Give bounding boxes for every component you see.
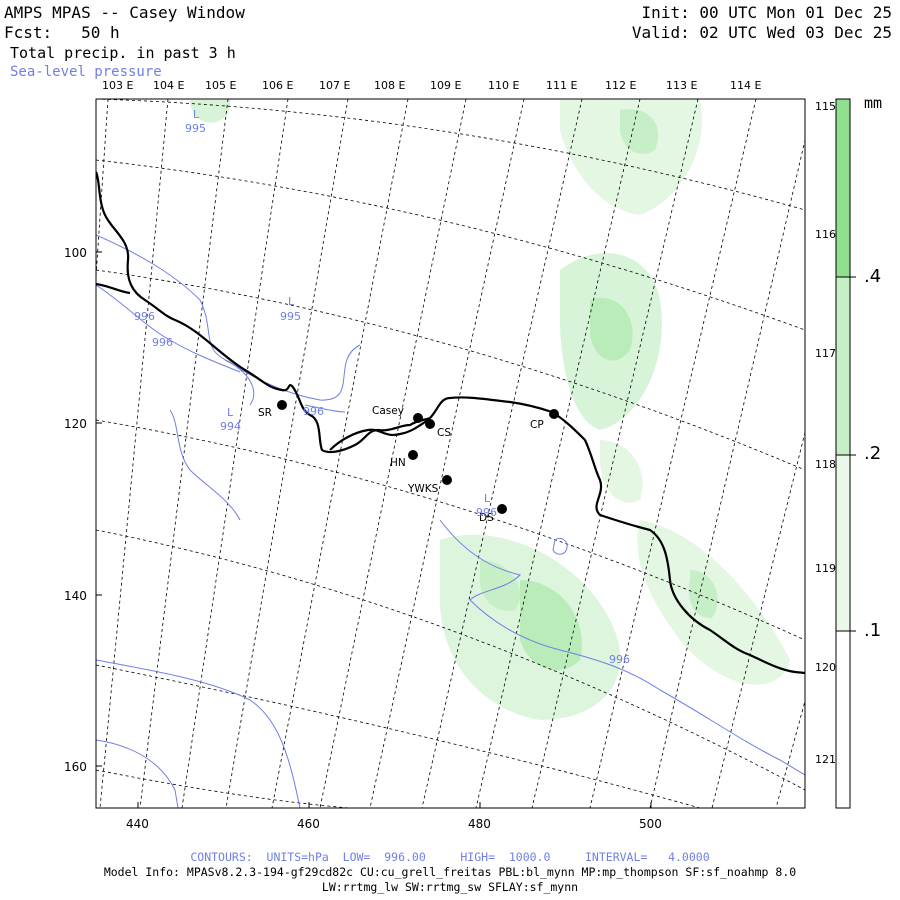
low-marker: L <box>484 492 491 505</box>
precip-shading <box>190 100 790 720</box>
slp-contours <box>96 234 805 808</box>
contour-field-name: Sea-level pressure <box>10 64 162 80</box>
low-marker: L <box>227 406 234 419</box>
lon-label: 107 E <box>319 79 350 92</box>
station-label-cs: CS <box>437 427 451 439</box>
y-tick-labels: 100 120 140 160 <box>64 246 87 774</box>
colorbar-tick-label: .4 <box>864 266 882 287</box>
station-label-casey: Casey <box>372 405 404 417</box>
parallel-lines <box>96 99 805 808</box>
y-tick-label: 160 <box>64 760 87 774</box>
station-dot-hn[interactable] <box>408 450 418 460</box>
station-dot-cp[interactable] <box>549 409 559 419</box>
station-dot-ywks[interactable] <box>442 475 452 485</box>
forecast-hour: Fcst: 50 h <box>4 23 120 42</box>
colorbar-band <box>836 277 850 455</box>
lon-label: 111 E <box>546 79 577 92</box>
model-info-line2: LW:rrtmg_lw SW:rrtmg_sw SFLAY:sf_mynn <box>321 880 579 894</box>
model-info: Model Info: MPASv8.2.3-194-gf29cd82c CU:… <box>103 865 797 879</box>
colorbar-band <box>836 455 850 631</box>
y-tick-label: 100 <box>64 246 87 260</box>
colorbar-tick-label: .1 <box>864 620 882 641</box>
map-frame <box>95 98 806 809</box>
longitude-labels-top: 103 E 104 E 105 E 106 E 107 E 108 E 109 … <box>102 79 761 92</box>
lon-label: 109 E <box>430 79 461 92</box>
station-dot-casey[interactable] <box>413 413 423 423</box>
lon-label: 103 E <box>102 79 133 92</box>
x-tick-label: 440 <box>126 817 149 831</box>
station-label-ywks: YWKS <box>407 483 439 495</box>
field-name: Total precip. in past 3 h <box>10 44 236 62</box>
station-label-hn: HN <box>390 457 406 469</box>
lon-label: 112 E <box>605 79 636 92</box>
y-tick-label: 140 <box>64 589 87 603</box>
colorbar-band <box>836 631 850 808</box>
meridian-lines <box>96 99 805 808</box>
lon-label: 113 E <box>666 79 697 92</box>
colorbar <box>835 98 856 809</box>
lon-label: 108 E <box>374 79 405 92</box>
contour-label: 996 <box>476 506 497 519</box>
x-tick-label: 460 <box>297 817 320 831</box>
lon-label: 110 E <box>488 79 519 92</box>
colorbar-tick-label: .2 <box>864 443 882 464</box>
coastline <box>96 171 805 675</box>
x-tick-labels: 440 460 480 500 <box>126 817 662 831</box>
station-dot-ds[interactable] <box>497 504 507 514</box>
station-label-cp: CP <box>530 419 544 431</box>
colorbar-band <box>836 99 850 277</box>
x-tick-label: 500 <box>639 817 662 831</box>
valid-time: Valid: 02 UTC Wed 03 Dec 25 <box>631 23 892 42</box>
contour-label: 996 <box>152 336 173 349</box>
axis-ticks <box>96 251 652 808</box>
pressure-labels: L 995 L 995 L 994 996 996 996 996 L 996 <box>134 108 630 666</box>
contour-label: 994 <box>220 420 241 433</box>
x-tick-label: 480 <box>468 817 491 831</box>
map-content: Casey CS CP SR HN YWKS DS L 995 L 995 L … <box>96 99 805 808</box>
contour-label: 996 <box>303 405 324 418</box>
contour-label: 995 <box>280 310 301 323</box>
station-markers <box>277 400 559 514</box>
station-labels: Casey CS CP SR HN YWKS DS <box>258 405 544 524</box>
init-time: Init: 00 UTC Mon 01 Dec 25 <box>641 3 892 22</box>
contour-label: 995 <box>185 122 206 135</box>
lon-label: 114 E <box>730 79 761 92</box>
low-marker: L <box>193 108 200 121</box>
contour-label: 996 <box>609 653 630 666</box>
station-label-ds: DS <box>479 512 494 524</box>
contour-info: CONTOURS: UNITS=hPa LOW= 996.00 HIGH= 10… <box>190 850 710 864</box>
station-label-sr: SR <box>258 407 272 419</box>
low-marker: L <box>288 295 295 308</box>
y-tick-label: 120 <box>64 417 87 431</box>
station-dot-cs[interactable] <box>425 419 435 429</box>
station-dot-sr[interactable] <box>277 400 287 410</box>
map-title: AMPS MPAS -- Casey Window <box>4 3 245 22</box>
contour-label: 996 <box>134 310 155 323</box>
lon-label: 106 E <box>262 79 293 92</box>
colorbar-unit: mm <box>864 94 883 112</box>
lon-label: 104 E <box>153 79 184 92</box>
lon-label: 105 E <box>205 79 236 92</box>
